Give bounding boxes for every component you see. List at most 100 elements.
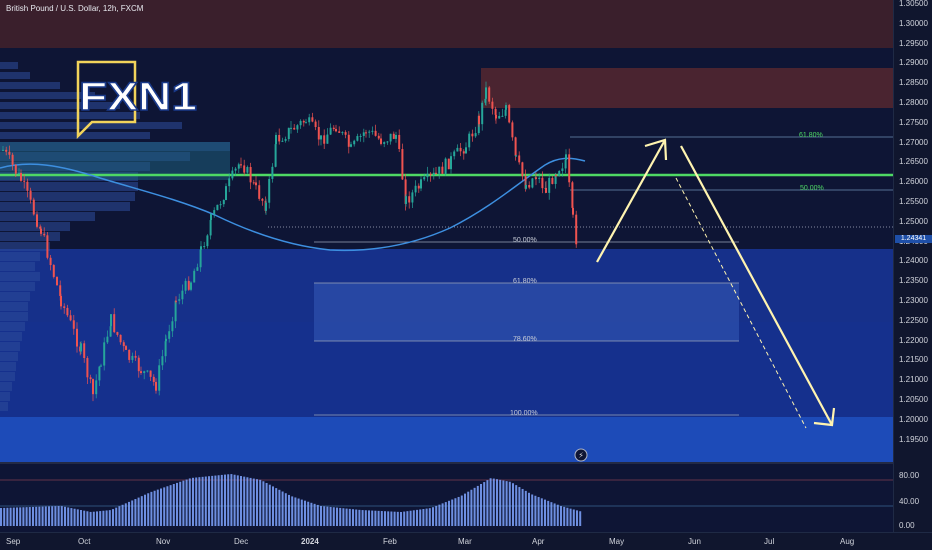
oscillator-bar [524, 490, 527, 526]
candle-body [335, 129, 337, 132]
oscillator-bar [304, 500, 306, 526]
candle-body [5, 149, 8, 152]
candle-body [398, 134, 401, 150]
candle-body [86, 358, 89, 378]
candle-body [515, 155, 517, 157]
oscillator-bar [25, 507, 28, 526]
oscillator-bar [38, 506, 41, 526]
oscillator-bar [512, 483, 514, 526]
drop-arrowhead [813, 407, 836, 427]
oscillator-bar [451, 499, 454, 526]
candle-body [525, 185, 527, 189]
oscillator-bar [256, 479, 258, 526]
oscillator-bar [278, 489, 281, 526]
candle-body [498, 116, 501, 119]
volume-profile-bar [0, 92, 95, 99]
oscillator-bar [73, 508, 76, 526]
oscillator-bar [489, 478, 492, 526]
pane-separator[interactable] [0, 462, 893, 464]
candle-body [165, 338, 167, 342]
oscillator-bar [515, 485, 518, 526]
candle-body [76, 328, 78, 347]
oscillator-bar [12, 507, 15, 526]
candle-body [432, 172, 435, 176]
time-label-feb: Feb [383, 537, 397, 546]
candle-body [2, 149, 4, 151]
price-tick: 1.26000 [899, 177, 928, 187]
price-pane[interactable]: FXN1 ⚡ British Pound / U.S. Dollar, 12h,… [0, 0, 893, 462]
price-axis[interactable]: 1.30500 1.30000 1.29500 1.29000 1.28500 1.280… [893, 0, 932, 532]
candle-body [193, 270, 196, 283]
oscillator-bar [60, 506, 63, 526]
oscillator-bar [454, 498, 457, 526]
candle-body [103, 342, 106, 366]
candle-body [535, 177, 537, 180]
volume-profile-bar [0, 262, 35, 271]
candle-body [243, 165, 246, 173]
candle-body [494, 108, 497, 115]
oscillator-bar [102, 510, 105, 526]
candle-body [240, 164, 242, 166]
oscillator-bar [505, 481, 508, 526]
oscillator-bar [425, 508, 428, 526]
volume-profile-bar [0, 252, 40, 261]
candle-body [32, 199, 35, 215]
oscillator-bar [240, 476, 242, 526]
oscillator-bar [409, 510, 412, 526]
candle-body [362, 132, 365, 136]
oscillator-bar [51, 506, 54, 526]
fib-100-label: 100.00% [510, 410, 538, 417]
oscillator-bar [172, 484, 175, 526]
candle-body [414, 185, 417, 193]
time-label-mar: Mar [458, 537, 472, 546]
candle-body [203, 246, 206, 248]
candle-body [365, 132, 367, 134]
oscillator-bar [265, 482, 268, 526]
candle-body [293, 127, 296, 130]
candle-body [386, 141, 389, 143]
candle-body [326, 134, 329, 144]
oscillator-bar [188, 478, 191, 526]
candle-body [420, 179, 422, 189]
oscillator-bar [313, 503, 316, 526]
volume-profile-bar [0, 232, 60, 241]
demand-zone-inner [0, 322, 893, 417]
time-axis[interactable]: Sep Oct Nov Dec 2024 Feb Mar Apr May Jun… [0, 532, 932, 550]
price-tick: 1.20000 [899, 414, 928, 424]
oscillator-bar [281, 491, 284, 526]
supply-zone [481, 68, 893, 108]
oscillator-bar [115, 507, 118, 526]
candle-body [405, 196, 407, 204]
oscillator-pane[interactable] [0, 464, 893, 532]
volume-profile-bar [0, 272, 40, 281]
candle-body [100, 365, 102, 367]
oscillator-bar [336, 507, 338, 526]
oscillator-bar [307, 501, 310, 526]
candle-body [72, 320, 75, 329]
demand-zone-lower [0, 417, 893, 462]
fib-50-label: 50.00% [513, 237, 537, 244]
candle-body [40, 228, 42, 234]
fib-upper-618-label: 61.80% [799, 132, 823, 139]
oscillator-bar [448, 500, 450, 526]
candle-body [474, 133, 477, 137]
chart-title: British Pound / U.S. Dollar, 12h, FXCM [6, 4, 144, 13]
oscillator-bar [294, 497, 297, 526]
oscillator-bar [396, 511, 399, 526]
oscillator-bar [22, 507, 25, 526]
candlesticks [2, 81, 578, 402]
candle-body [284, 139, 287, 141]
lightning-icon[interactable]: ⚡ [574, 448, 588, 462]
oscillator-bar [403, 511, 406, 526]
oscillator-bar [160, 488, 162, 526]
oscillator-bar [310, 502, 313, 526]
candle-body [389, 133, 392, 142]
candle-body [110, 314, 112, 327]
oscillator-bar [124, 503, 127, 526]
oscillator-bar [371, 510, 374, 526]
osc-tick-0: 0.00 [899, 521, 915, 530]
volume-profile-bar [0, 192, 135, 201]
volume-profile-bar [0, 202, 130, 211]
candle-body [314, 121, 317, 128]
oscillator-bar [400, 512, 402, 526]
